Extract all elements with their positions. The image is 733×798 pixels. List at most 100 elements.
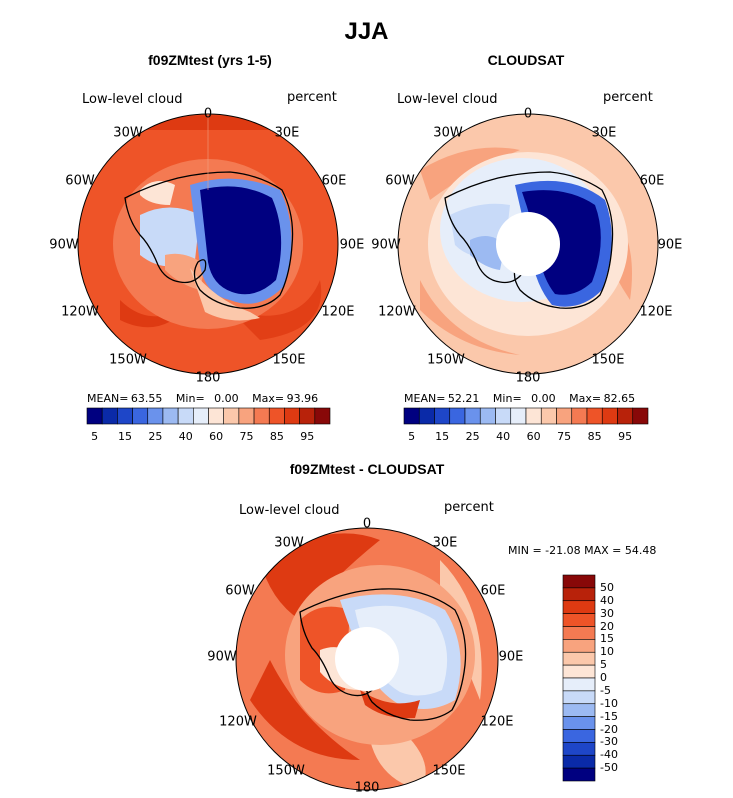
colorbar-obs-swatch: [418, 407, 435, 425]
lon-label-90e: 90E: [657, 237, 683, 253]
colorbar-diff-tick-label: -20: [600, 722, 618, 736]
lon-label-60e: 60E: [321, 173, 347, 189]
colorbar-obs-swatch: [479, 407, 496, 425]
colorbar-obs-swatch: [495, 407, 512, 425]
lon-label-90e: 90E: [498, 649, 524, 665]
colorbar-diff-swatch: [562, 626, 596, 640]
colorbar-diff-swatch: [562, 703, 596, 717]
colorbar-diff-swatch: [562, 677, 596, 692]
lon-label-120w: 120W: [61, 304, 99, 320]
colorbar-obs-swatch: [403, 407, 420, 425]
colorbar-diff-tick-label: 20: [600, 619, 614, 633]
lon-label-30e: 30E: [432, 535, 458, 551]
colorbar-model-swatch: [284, 407, 300, 425]
lon-label-30e: 30E: [274, 125, 300, 141]
colorbar-obs-swatch: [571, 407, 588, 425]
colorbar-model-swatch: [238, 407, 255, 425]
colorbar-diff-tick-label: 5: [600, 658, 607, 672]
lon-label-60e: 60E: [480, 583, 506, 599]
lon-label-30e: 30E: [591, 125, 617, 141]
lon-label-150w: 150W: [109, 352, 147, 368]
lon-label-90w: 90W: [207, 649, 237, 665]
colorbar-obs-swatch: [464, 407, 481, 425]
lon-label-150w: 150W: [267, 763, 305, 779]
lon-label-120e: 120E: [480, 714, 514, 730]
lon-label-60w: 60W: [225, 583, 255, 599]
colorbar-obs-tick-label: 5: [408, 430, 416, 443]
colorbar-model-swatch: [147, 407, 164, 425]
colorbar-diff-tick-label: -10: [600, 696, 618, 710]
variable-label-model: Low-level cloud: [82, 92, 183, 107]
colorbar-obs-swatch: [510, 407, 527, 425]
panel-title-obs: CLOUDSAT: [487, 52, 565, 68]
colorbar-diff-swatch: [562, 639, 596, 653]
colorbar-diff-swatch: [562, 716, 596, 730]
lon-label-120w: 120W: [219, 714, 257, 730]
colorbar-model-swatch: [268, 407, 285, 425]
colorbar-obs-swatch: [632, 407, 649, 425]
units-label-obs: percent: [603, 90, 653, 105]
colorbar-diff-swatch: [562, 664, 596, 679]
colorbar-model-tick-label: 40: [178, 430, 193, 443]
lon-label-150e: 150E: [272, 352, 306, 368]
colorbar-diff-swatch: [562, 613, 596, 627]
lon-label-150e: 150E: [432, 763, 466, 779]
units-label-diff: percent: [444, 500, 494, 515]
colorbar-obs-tick-label: 40: [496, 430, 511, 443]
colorbar-obs-swatch: [540, 407, 557, 425]
colorbar-model-swatch: [253, 407, 270, 425]
minmax-diff: MIN = -21.08 MAX = 54.48: [508, 544, 657, 557]
lon-label-150w: 150W: [427, 352, 465, 368]
colorbar-diff-swatch: [562, 600, 596, 614]
colorbar-model-tick-label: 95: [300, 430, 315, 443]
colorbar-model-swatch: [101, 407, 118, 425]
colorbar-diff-swatch: [562, 754, 596, 769]
colorbar-diff: [562, 574, 596, 782]
colorbar-diff-tick-label: 50: [600, 580, 614, 594]
colorbar-diff-swatch: [562, 729, 596, 743]
lon-label-90e: 90E: [339, 237, 365, 253]
colorbar-obs-swatch: [586, 407, 603, 425]
colorbar-model-swatch: [223, 407, 240, 425]
colorbar-obs-swatch: [525, 407, 542, 425]
colorbar-diff-swatch: [562, 574, 596, 589]
colorbar-model: [86, 407, 331, 425]
colorbar-model-swatch: [162, 407, 179, 425]
lon-label-0: 0: [362, 516, 372, 532]
colorbar-obs-swatch: [434, 407, 451, 425]
colorbar-diff-tick-label: 30: [600, 606, 614, 620]
panel-title-model: f09ZMtest (yrs 1-5): [148, 52, 272, 68]
colorbar-model-swatch: [299, 407, 316, 425]
colorbar-model-swatch: [86, 407, 103, 425]
colorbar-diff-tick-label: -40: [600, 748, 618, 762]
colorbar-obs-tick-label: 75: [557, 430, 572, 443]
colorbar-model-tick-label: 15: [117, 430, 132, 443]
colorbar-model-swatch: [132, 407, 149, 425]
colorbar-model-swatch: [314, 407, 331, 425]
lon-label-120w: 120W: [378, 304, 416, 320]
colorbar-obs: [403, 407, 649, 425]
variable-label-diff: Low-level cloud: [239, 503, 340, 518]
lon-label-60e: 60E: [639, 173, 665, 189]
lon-label-180: 180: [195, 370, 221, 386]
lon-label-120e: 120E: [639, 304, 673, 320]
lon-label-180: 180: [515, 370, 541, 386]
panel-title-diff: f09ZMtest - CLOUDSAT: [289, 461, 445, 477]
colorbar-obs-tick-label: 25: [465, 430, 480, 443]
colorbar-obs-swatch: [556, 407, 573, 425]
colorbar-diff-tick-label: -15: [600, 709, 618, 723]
lon-label-30w: 30W: [433, 125, 463, 141]
lon-label-0: 0: [523, 106, 533, 122]
colorbar-obs-swatch: [617, 407, 634, 425]
colorbar-diff-swatch: [562, 767, 596, 782]
colorbar-obs-swatch: [449, 407, 466, 425]
lon-label-30w: 30W: [113, 125, 143, 141]
colorbar-obs-tick-label: 15: [435, 430, 450, 443]
colorbar-model-swatch: [208, 407, 224, 425]
colorbar-diff-tick-label: 0: [600, 671, 607, 684]
colorbar-model-swatch: [193, 407, 209, 425]
colorbar-diff-swatch: [562, 587, 596, 602]
colorbar-model-tick-label: 25: [148, 430, 163, 443]
colorbar-obs-tick-label: 60: [526, 430, 541, 443]
colorbar-model-tick-label: 75: [239, 430, 254, 443]
